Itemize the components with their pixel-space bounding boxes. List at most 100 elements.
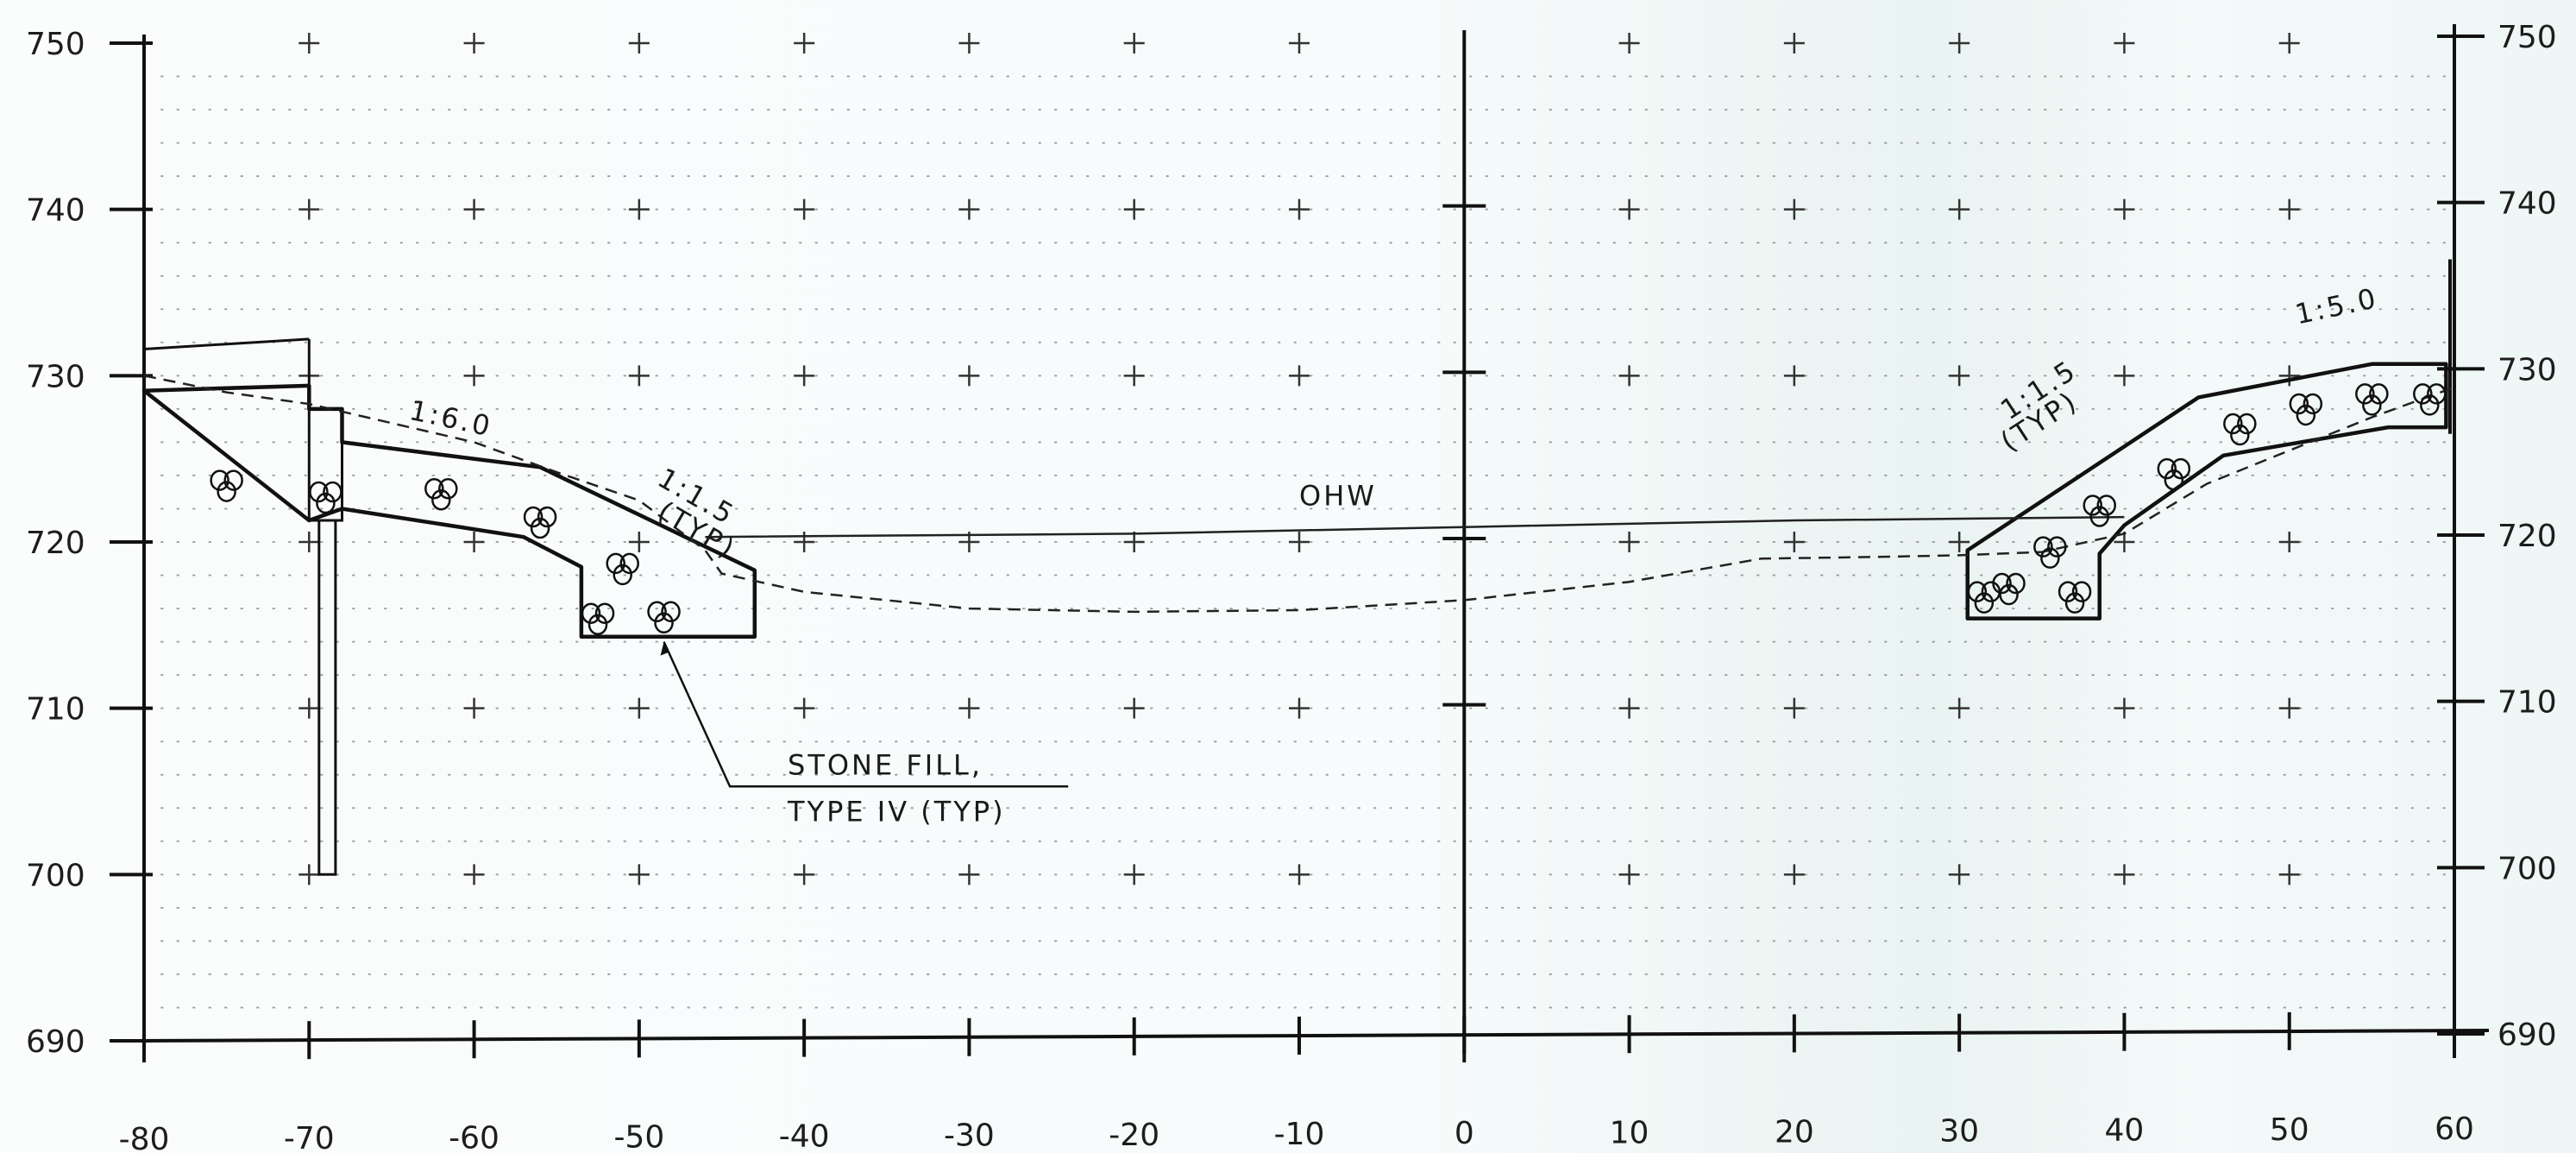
stone-symbol xyxy=(523,506,557,539)
x-tick-label: 30 xyxy=(1939,1114,1979,1150)
y-tick-label-right: 690 xyxy=(2497,1018,2557,1053)
grid-cross xyxy=(1123,365,1145,387)
grid-cross xyxy=(1949,33,1970,54)
x-tick-label: -10 xyxy=(1274,1117,1325,1152)
grid-cross xyxy=(463,697,485,719)
stone xyxy=(2223,413,2243,435)
grid-cross xyxy=(958,365,980,387)
stone-symbol xyxy=(2413,383,2447,416)
stone xyxy=(530,517,550,539)
stone-symbol xyxy=(210,469,243,502)
grid-cross xyxy=(1618,365,1640,387)
left-stone-fill xyxy=(141,383,757,640)
stone xyxy=(581,602,601,624)
grid-cross xyxy=(1618,198,1640,220)
grid-cross xyxy=(1618,33,1640,54)
stone xyxy=(2033,536,2053,558)
grid-cross xyxy=(2114,864,2135,885)
grid-cross xyxy=(2278,864,2300,885)
stone xyxy=(431,488,451,511)
grid-cross xyxy=(1618,697,1640,719)
grid-cross xyxy=(1289,365,1310,387)
grid-cross xyxy=(1123,697,1145,719)
stone xyxy=(438,477,458,500)
grid-cross xyxy=(1783,697,1805,719)
y-tick-label-left: 720 xyxy=(26,526,85,561)
stone xyxy=(2230,424,2250,446)
x-tick-label: -60 xyxy=(449,1120,499,1153)
grid-cross xyxy=(958,697,980,719)
x-axis xyxy=(135,1029,2490,1043)
stone xyxy=(2058,581,2078,602)
x-tick-label: 50 xyxy=(2270,1112,2309,1148)
y-tick-label-left: 750 xyxy=(26,27,85,62)
grid-cross xyxy=(298,33,320,54)
grid-cross xyxy=(1949,365,1970,387)
grid-cross xyxy=(2114,697,2135,719)
grid-cross xyxy=(2278,697,2300,719)
stone-symbol xyxy=(2083,495,2116,527)
x-tick-label: -80 xyxy=(119,1122,170,1153)
grid-cross xyxy=(1783,864,1805,885)
stone xyxy=(2427,383,2447,405)
leader-arrowhead xyxy=(660,641,669,656)
y-tick-label-left: 690 xyxy=(26,1024,85,1060)
stone-symbol xyxy=(606,552,639,586)
stone xyxy=(2096,495,2116,516)
grid-cross xyxy=(298,697,320,719)
annotation-label: STONE FILL, xyxy=(788,749,983,782)
grid-cross xyxy=(2278,365,2300,387)
grid-cross xyxy=(628,864,650,885)
stone xyxy=(2064,592,2085,614)
y-tick-label-right: 700 xyxy=(2497,851,2557,886)
existing-ground-line xyxy=(143,375,2455,614)
stone-fill-leader xyxy=(663,641,1069,788)
stone-symbol xyxy=(424,477,458,511)
x-tick-label: 10 xyxy=(1610,1115,1649,1150)
grid-cross xyxy=(463,532,485,552)
left-headwall xyxy=(143,338,343,522)
grid-cross xyxy=(2114,198,2135,220)
stone xyxy=(654,612,674,634)
grid-cross xyxy=(794,697,815,719)
grid-cross xyxy=(1949,864,1970,885)
y-tick-label-left: 740 xyxy=(26,193,85,229)
stone xyxy=(2089,506,2109,527)
stone xyxy=(1974,592,1995,614)
y-tick-label-left: 730 xyxy=(26,359,85,394)
grid-cross xyxy=(628,33,650,54)
stone-symbol xyxy=(2289,393,2323,426)
stone xyxy=(217,481,236,502)
stone xyxy=(1981,581,2001,602)
stone xyxy=(2420,394,2440,416)
grid-cross xyxy=(1949,532,1970,552)
grid-crosses xyxy=(298,33,2300,885)
grid-cross xyxy=(1123,864,1145,885)
stone xyxy=(2303,393,2323,415)
x-tick-label: 40 xyxy=(2105,1113,2145,1149)
grid-cross xyxy=(1289,198,1310,220)
stone xyxy=(523,506,543,528)
grid-cross xyxy=(2114,532,2135,552)
stone xyxy=(537,506,557,528)
x-tick-label: 0 xyxy=(1454,1116,1474,1151)
stone xyxy=(606,552,625,575)
grid-cross xyxy=(1123,198,1145,220)
stone xyxy=(1967,581,1988,602)
stone xyxy=(2047,536,2067,558)
stone xyxy=(210,469,229,491)
y-tick-label-right: 740 xyxy=(2497,186,2557,222)
grid-cross xyxy=(1949,198,1970,220)
grid-cross xyxy=(1123,532,1145,552)
grid-cross xyxy=(1123,33,1145,54)
grid-cross xyxy=(1618,532,1640,552)
stone-symbol xyxy=(309,481,342,514)
stone xyxy=(2362,394,2382,416)
grid-cross xyxy=(2278,33,2300,54)
grid-cross xyxy=(1289,532,1310,552)
y-tick-label-right: 730 xyxy=(2497,352,2557,387)
grid-cross xyxy=(463,365,485,387)
stone xyxy=(323,481,342,503)
